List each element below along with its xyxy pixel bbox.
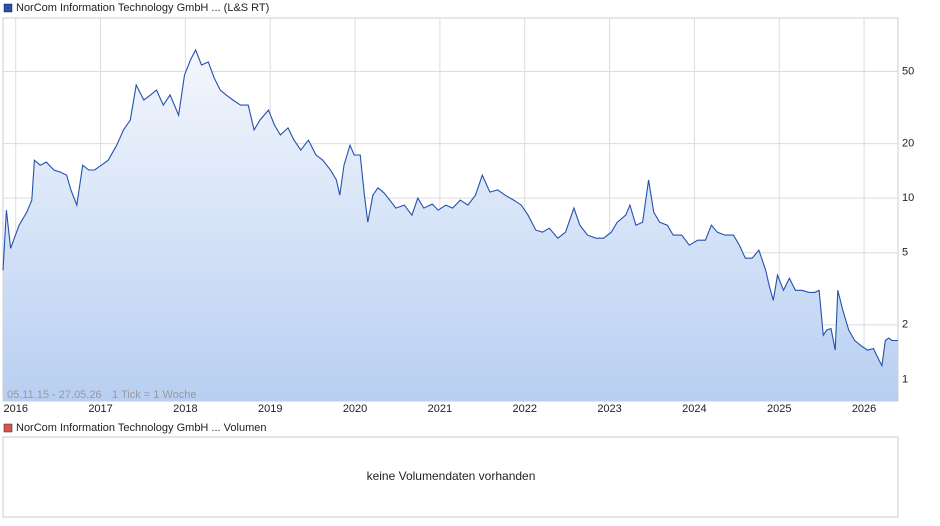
x-tick-label: 2025 — [767, 403, 791, 415]
legend-label: NorCom Information Technology GmbH ... (… — [16, 2, 269, 14]
y-tick-label: 5 — [902, 247, 908, 259]
x-tick-label: 2020 — [343, 403, 367, 415]
y-tick-label: 2 — [902, 319, 908, 331]
x-tick-label: 2024 — [682, 403, 706, 415]
x-tick-label: 2018 — [173, 403, 197, 415]
range-label: 05.11.15 - 27.05.26 — [7, 389, 102, 401]
x-tick-label: 2017 — [88, 403, 112, 415]
y-tick-label: 10 — [902, 192, 914, 204]
y-tick-label: 20 — [902, 137, 914, 149]
x-tick-label: 2026 — [852, 403, 876, 415]
y-tick-label: 1 — [902, 373, 908, 385]
empty-message: keine Volumendaten vorhanden — [367, 469, 536, 483]
volume-title: NorCom Information Technology GmbH ... V… — [16, 422, 266, 434]
legend-swatch — [3, 423, 13, 433]
legend-swatch — [3, 3, 13, 13]
x-tick-label: 2023 — [597, 403, 621, 415]
area-fill — [3, 50, 898, 401]
x-tick-label: 2022 — [512, 403, 536, 415]
tick-note: 1 Tick = 1 Woche — [112, 389, 196, 401]
x-tick-label: 2016 — [3, 403, 27, 415]
price-line — [2, 48, 898, 368]
y-tick-label: 50 — [902, 65, 914, 77]
volume-panel — [2, 436, 899, 518]
x-tick-label: 2019 — [258, 403, 282, 415]
x-tick-label: 2021 — [428, 403, 452, 415]
